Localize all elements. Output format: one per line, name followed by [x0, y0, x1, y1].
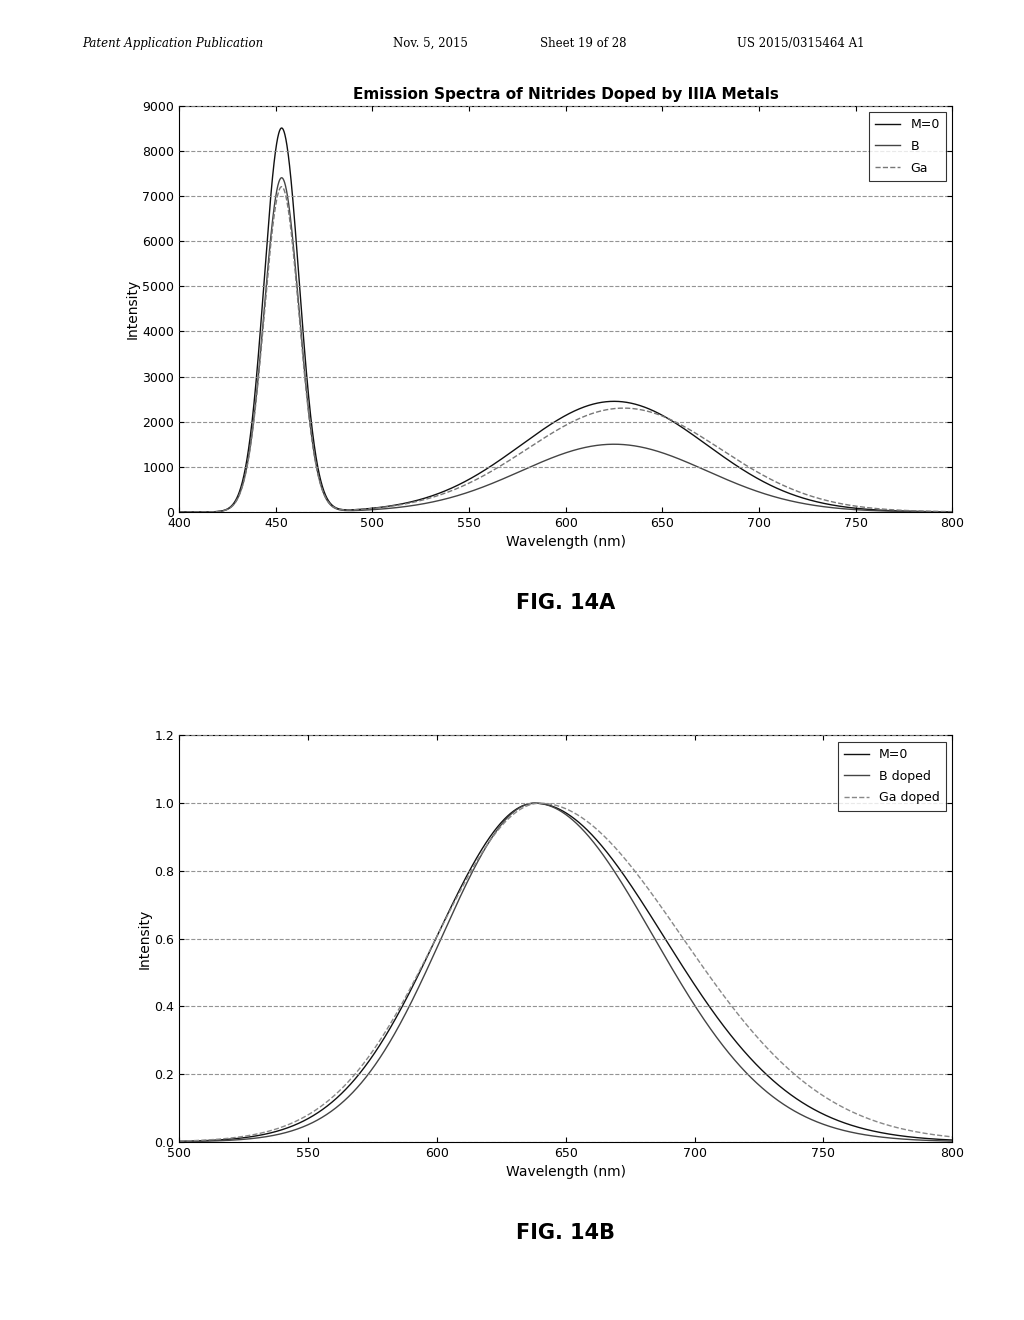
B [946, 504, 958, 520]
Ga doped [924, 1126, 936, 1142]
Ga doped [946, 1129, 958, 1144]
B [848, 502, 860, 517]
Ga [470, 471, 482, 487]
Line: B doped: B doped [179, 803, 952, 1142]
Text: FIG. 14B: FIG. 14B [516, 1224, 615, 1243]
B doped [213, 1133, 225, 1148]
M=0 [503, 445, 515, 461]
Text: Sheet 19 of 28: Sheet 19 of 28 [541, 37, 627, 50]
Ga doped [549, 797, 561, 813]
B [470, 482, 482, 498]
M=0 [782, 1085, 795, 1101]
B [173, 504, 185, 520]
M=0 [470, 467, 482, 483]
Line: B: B [179, 178, 952, 512]
B [931, 504, 943, 520]
Ga [261, 272, 273, 288]
Line: Ga: Ga [179, 186, 952, 512]
Ga [931, 503, 943, 519]
X-axis label: Wavelength (nm): Wavelength (nm) [506, 1166, 626, 1179]
B doped [528, 795, 541, 810]
Ga [503, 453, 515, 469]
Text: FIG. 14A: FIG. 14A [516, 593, 615, 614]
M=0 [946, 1133, 958, 1148]
M=0 [173, 504, 185, 520]
M=0 [528, 795, 541, 810]
Ga doped [534, 795, 546, 810]
Text: Patent Application Publication: Patent Application Publication [82, 37, 263, 50]
Ga [173, 504, 185, 520]
Ga doped [924, 1126, 936, 1142]
M=0 [275, 120, 288, 136]
M=0 [528, 795, 541, 810]
Legend: M=0, B, Ga: M=0, B, Ga [869, 112, 946, 181]
Ga [848, 498, 860, 513]
M=0 [213, 1133, 225, 1148]
Y-axis label: Intensity: Intensity [126, 279, 139, 339]
Y-axis label: Intensity: Intensity [137, 908, 152, 969]
Line: Ga doped: Ga doped [179, 803, 952, 1140]
Ga [946, 504, 958, 520]
Ga [307, 442, 319, 458]
Ga doped [173, 1133, 185, 1148]
B doped [924, 1133, 936, 1148]
B doped [549, 800, 561, 816]
B [261, 265, 273, 281]
M=0 [173, 1134, 185, 1150]
Line: M=0: M=0 [179, 803, 952, 1142]
Legend: M=0, B doped, Ga doped: M=0, B doped, Ga doped [838, 742, 946, 810]
B doped [528, 795, 541, 810]
B [275, 170, 288, 186]
M=0 [549, 800, 561, 816]
M=0 [946, 504, 958, 520]
Ga doped [528, 796, 541, 812]
Text: US 2015/0315464 A1: US 2015/0315464 A1 [737, 37, 865, 50]
M=0 [924, 1131, 936, 1147]
B doped [924, 1133, 936, 1148]
Ga doped [213, 1131, 225, 1147]
M=0 [261, 230, 273, 246]
M=0 [924, 1131, 936, 1147]
Title: Emission Spectra of Nitrides Doped by IIIA Metals: Emission Spectra of Nitrides Doped by II… [353, 87, 778, 102]
B doped [946, 1133, 958, 1148]
Ga doped [782, 1061, 795, 1077]
B [307, 441, 319, 457]
B [503, 469, 515, 484]
X-axis label: Wavelength (nm): Wavelength (nm) [506, 536, 626, 549]
M=0 [848, 500, 860, 516]
M=0 [931, 504, 943, 520]
Ga [275, 178, 288, 194]
M=0 [307, 432, 319, 447]
B doped [173, 1134, 185, 1150]
Text: Nov. 5, 2015: Nov. 5, 2015 [392, 37, 468, 50]
Line: M=0: M=0 [179, 128, 952, 512]
B doped [782, 1100, 795, 1115]
